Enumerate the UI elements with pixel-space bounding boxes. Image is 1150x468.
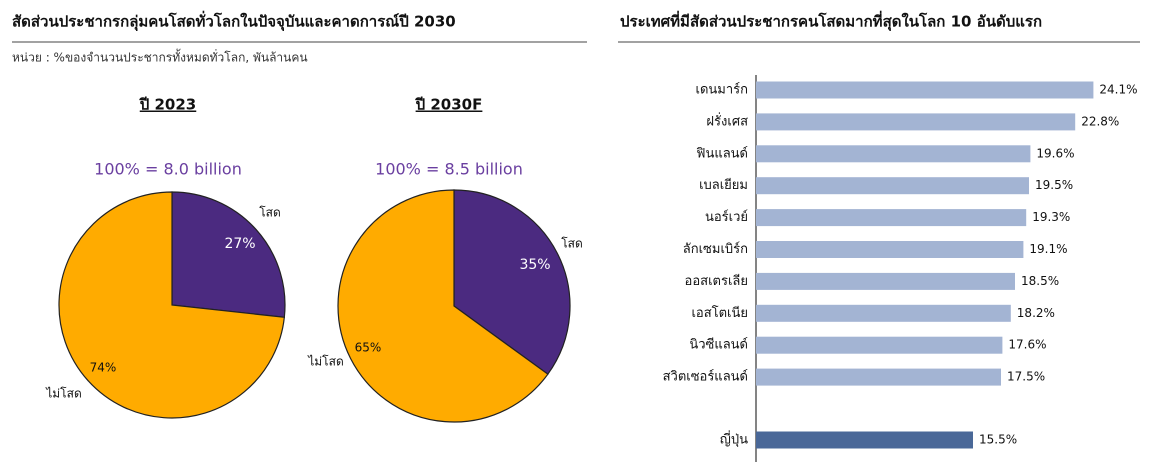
pie-title: ปี 2030F bbox=[415, 96, 483, 114]
value-label: 17.5% bbox=[1007, 370, 1045, 384]
bar bbox=[756, 145, 1031, 163]
pie-slice bbox=[337, 189, 549, 423]
slice-label: 65% bbox=[355, 341, 382, 355]
category-label: เดนมาร์ก bbox=[696, 82, 749, 98]
bar bbox=[756, 209, 1027, 227]
category-label: ลักเซมเบิร์ก bbox=[683, 241, 748, 257]
value-label: 24.1% bbox=[1099, 83, 1137, 97]
value-label: 17.6% bbox=[1008, 338, 1046, 352]
bar bbox=[756, 431, 973, 449]
category-label: นิวซีแลนด์ bbox=[689, 337, 748, 353]
category-label: ออสเตรเลีย bbox=[685, 273, 748, 289]
pie-title: ปี 2023 bbox=[139, 96, 196, 114]
panel-subtitle: หน่วย : %ของจำนวนประชากรทั้งหมดทั่วโลก, … bbox=[12, 49, 308, 65]
bar bbox=[756, 304, 1011, 322]
bar bbox=[756, 81, 1094, 99]
pie-slice bbox=[453, 189, 571, 376]
value-label: 22.8% bbox=[1081, 114, 1119, 128]
legend-label: โสด bbox=[259, 206, 281, 220]
value-label: 19.3% bbox=[1032, 210, 1070, 224]
category-label: เบลเยียม bbox=[699, 177, 748, 193]
bar bbox=[756, 241, 1024, 258]
category-label: ฟินแลนด์ bbox=[696, 145, 748, 161]
slice-label: 74% bbox=[90, 361, 117, 375]
value-label: 18.5% bbox=[1021, 274, 1059, 288]
slice-label: 27% bbox=[224, 236, 255, 252]
chart-title: ประเทศที่มีสัดส่วนประชากรคนโสดมากที่สุดใ… bbox=[620, 11, 1042, 32]
bar bbox=[756, 368, 1001, 386]
pie-slice bbox=[171, 191, 286, 318]
pie-subtitle: 100% = 8.0 billion bbox=[94, 160, 242, 179]
bar bbox=[756, 336, 1003, 354]
value-label: 19.5% bbox=[1035, 178, 1073, 192]
panel-title: สัดส่วนประชากรกลุ่มคนโสดทั่วโลกในปัจจุบั… bbox=[12, 11, 456, 32]
bar bbox=[756, 272, 1015, 290]
legend-label: ไม่โสด bbox=[45, 387, 82, 401]
value-label: 18.2% bbox=[1017, 306, 1055, 320]
slice-label: 35% bbox=[519, 257, 550, 273]
category-label: นอร์เวย์ bbox=[705, 209, 748, 225]
value-label: 19.1% bbox=[1029, 242, 1067, 256]
bar bbox=[756, 113, 1076, 131]
category-label: สวิตเซอร์แลนด์ bbox=[663, 369, 748, 385]
bar bbox=[756, 177, 1029, 195]
legend-label: โสด bbox=[561, 237, 583, 251]
value-label: 19.6% bbox=[1036, 146, 1074, 160]
category-label: ญี่ปุ่น bbox=[720, 431, 748, 448]
category-label: ฝรั่งเศส bbox=[706, 112, 748, 129]
category-label: เอสโตเนีย bbox=[691, 305, 748, 321]
pie-subtitle: 100% = 8.5 billion bbox=[375, 160, 523, 179]
pie-slice bbox=[58, 191, 285, 419]
value-label: 15.5% bbox=[979, 433, 1017, 447]
legend-label: ไม่โสด bbox=[307, 355, 344, 369]
